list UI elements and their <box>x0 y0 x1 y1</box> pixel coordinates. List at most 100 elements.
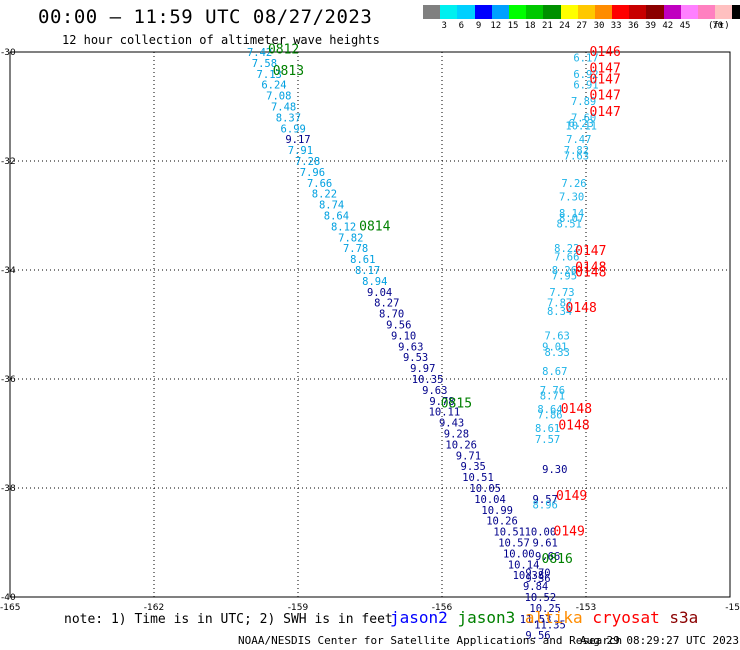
satellite-jason3: jason3 <box>457 608 525 627</box>
lon-label: -153 <box>576 603 596 613</box>
wave-height-label: 7.91 <box>288 145 313 157</box>
wave-height-label: 8.27 <box>374 298 399 310</box>
footnote: note: 1) Time is in UTC; 2) SWH is in fe… <box>64 612 393 627</box>
wave-height-label: 9.56 <box>386 320 411 332</box>
wave-height-label: 10.00 <box>503 548 535 560</box>
wave-height-label: 8.64 <box>324 211 349 223</box>
wave-height-label: 8.51 <box>557 219 582 231</box>
pass-time-label: 0813 <box>273 64 304 79</box>
color-legend: 3 6 9 12 15 18 21 24 27 30 33 36 39 42 45 70 <box>423 5 740 33</box>
wave-height-label: 7.58 <box>252 58 277 70</box>
wave-height-label: 9.53 <box>403 352 428 364</box>
wave-height-label: 9.97 <box>410 363 435 375</box>
wave-height-label: 10.25 <box>529 603 561 615</box>
wave-height-label: 10.04 <box>474 494 506 506</box>
map-subtitle: 12 hour collection of altimeter wave hei… <box>62 33 380 47</box>
legend-swatch <box>526 5 544 19</box>
wave-height-label: 10.26 <box>486 516 518 528</box>
legend-label: 39 <box>645 21 657 31</box>
wave-height-label: 7.87 <box>547 298 572 310</box>
lon-label: -15 <box>725 603 740 613</box>
legend-label: 21 <box>541 21 553 31</box>
legend-unit: (ft) <box>708 21 730 31</box>
wave-height-label: 7.82 <box>338 232 363 244</box>
lon-label: -156 <box>432 603 453 613</box>
legend-swatch <box>663 5 681 19</box>
wave-height-label: 6.92 <box>573 69 598 81</box>
wave-height-label: 7.30 <box>559 191 584 203</box>
legend-label: 70 <box>712 21 724 31</box>
legend-label: 9 <box>475 21 482 31</box>
wave-height-label: 9.36 <box>525 573 550 585</box>
wave-height-label: 9.71 <box>456 450 481 462</box>
legend-swatch <box>594 5 613 19</box>
pass-time-label: 0812 <box>268 42 299 57</box>
wave-height-label: 9.84 <box>523 581 548 593</box>
wave-height-label: 8.22 <box>554 243 579 255</box>
legend-label: 27 <box>576 21 588 31</box>
wave-height-label: 10.35 <box>412 374 444 386</box>
satellite-altika: altika <box>524 608 593 627</box>
wave-height-label: 8.33 <box>545 347 570 359</box>
legend-swatch <box>508 5 527 19</box>
wave-height-label: 10.51 <box>493 527 525 539</box>
wave-height-label: 7.63 <box>545 330 570 342</box>
legend-swatch <box>715 5 733 19</box>
wave-height-label: 8.64 <box>537 404 562 416</box>
generated-timestamp: Aug 29 08:29:27 UTC 2023 <box>580 634 739 647</box>
legend-swatch <box>440 5 458 19</box>
lat-label: -34 <box>1 266 16 276</box>
satellite-legend: jason2 jason3 altika cryosat s3a <box>390 608 698 627</box>
wave-height-label: 7.89 <box>571 96 596 108</box>
wave-height-label: 8.17 <box>355 265 380 277</box>
legend-swatch <box>680 5 698 19</box>
legend-swatch <box>612 5 630 19</box>
legend-label: 18 <box>524 21 536 31</box>
satellite-s3a: s3a <box>669 608 699 627</box>
pass-time-label: 0147 <box>575 244 606 259</box>
wave-height-label: 10.51 <box>462 472 494 484</box>
wave-height-label: 9.10 <box>391 330 416 342</box>
wave-height-label: 7.60 <box>571 112 596 124</box>
wave-height-label: 10.00 <box>525 527 557 539</box>
wave-height-label: 10.57 <box>498 538 530 550</box>
legend-swatch <box>457 5 475 19</box>
wave-height-label: 9.63 <box>398 341 423 353</box>
wave-height-label: 7.78 <box>343 243 368 255</box>
wave-height-label: 10.11 <box>565 121 597 133</box>
wave-height-label: 9.01 <box>542 341 567 353</box>
legend-label: 24 <box>559 21 571 31</box>
legend-swatch <box>474 5 492 19</box>
wave-height-label: 8.67 <box>542 366 567 378</box>
pass-time-label: 0147 <box>590 105 621 120</box>
wave-height-label: 9.28 <box>444 429 469 441</box>
wave-height-label: 7.73 <box>549 287 574 299</box>
wave-height-label: 8.37 <box>276 112 301 124</box>
wave-height-label: 9.04 <box>367 287 392 299</box>
legend-swatch <box>423 5 441 19</box>
wave-height-label: 6.99 <box>281 123 306 135</box>
wave-height-label: 7.82 <box>564 145 589 157</box>
pass-time-label: 0148 <box>566 301 597 316</box>
wave-height-label: 9.35 <box>461 461 486 473</box>
wave-height-label: 9.63 <box>422 385 447 397</box>
map-frame <box>9 51 731 598</box>
wave-height-label: 8.22 <box>312 189 337 201</box>
legend-label: 15 <box>507 21 519 31</box>
wave-height-label: 8.07 <box>559 213 584 225</box>
wave-height-label: 9.61 <box>533 538 558 550</box>
pass-time-label: 0149 <box>556 489 587 504</box>
lon-label: -162 <box>144 603 164 613</box>
lat-label: -36 <box>1 375 16 385</box>
lat-label: -30 <box>1 48 16 58</box>
legend-label: 33 <box>610 21 622 31</box>
legend-swatch <box>543 5 561 19</box>
legend-swatch <box>732 5 740 19</box>
wave-height-label: 10.14 <box>508 559 540 571</box>
wave-height-label: 9.70 <box>525 567 550 579</box>
wave-height-label: 8.61 <box>535 423 560 435</box>
credit-line: NOAA/NESDIS Center for Satellite Applica… <box>238 634 623 647</box>
wave-height-label: 11.53 <box>520 614 552 626</box>
pass-time-label: 0815 <box>441 397 472 412</box>
wave-height-label: 8.34 <box>547 306 572 318</box>
